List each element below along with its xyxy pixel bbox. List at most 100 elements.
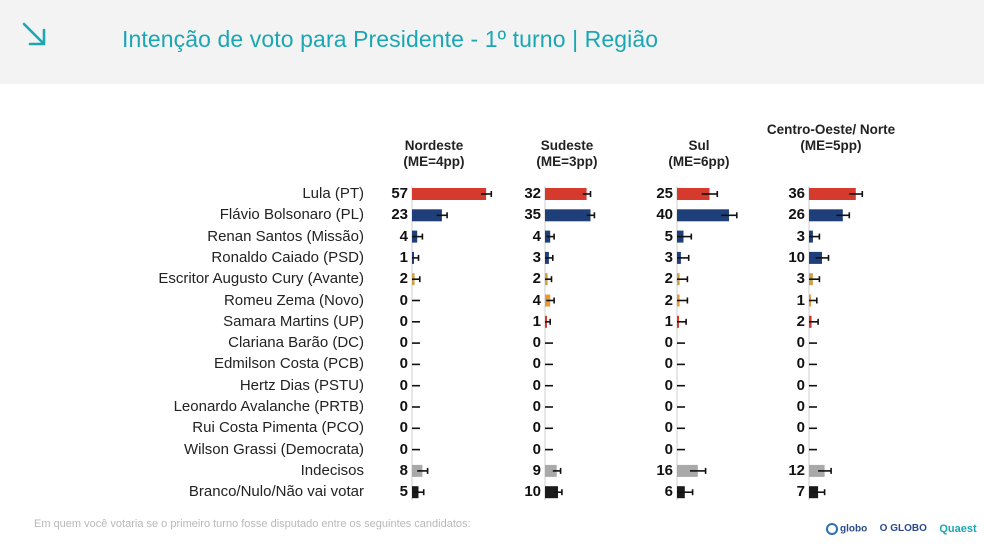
column-header: Centro-Oeste/ Norte (ME=5pp) bbox=[761, 122, 901, 154]
value-label: 23 bbox=[391, 206, 408, 224]
value-label: 1 bbox=[796, 291, 805, 309]
column-header: Sul (ME=6pp) bbox=[629, 138, 769, 170]
value-label: 0 bbox=[399, 398, 408, 415]
value-label: 0 bbox=[796, 376, 805, 394]
value-label: 26 bbox=[788, 206, 805, 224]
value-label: 3 bbox=[664, 248, 673, 266]
bar bbox=[809, 209, 843, 222]
value-label: 0 bbox=[664, 376, 673, 394]
value-label: 10 bbox=[788, 248, 805, 266]
value-label: 2 bbox=[664, 291, 673, 309]
bar bbox=[412, 188, 487, 200]
value-label: 0 bbox=[399, 419, 408, 437]
value-label: 0 bbox=[399, 440, 408, 458]
value-label: 10 bbox=[524, 483, 541, 501]
candidate-label: Escritor Augusto Cury (Avante) bbox=[158, 270, 364, 288]
candidate-label: Clariana Barão (DC) bbox=[228, 334, 364, 352]
value-label: 57 bbox=[391, 185, 408, 202]
region-name: Sudeste bbox=[540, 138, 594, 153]
region-name: Sul bbox=[688, 138, 710, 153]
candidate-label: Rui Costa Pimenta (PCO) bbox=[192, 419, 364, 437]
value-label: 0 bbox=[664, 398, 673, 415]
bar bbox=[545, 188, 587, 200]
bar bbox=[545, 464, 557, 477]
candidate-label: Indecisos bbox=[300, 461, 364, 479]
value-label: 0 bbox=[796, 419, 805, 437]
value-label: 2 bbox=[399, 270, 408, 288]
value-label: 0 bbox=[399, 291, 408, 309]
header-band bbox=[0, 0, 984, 84]
value-label: 0 bbox=[532, 376, 541, 394]
value-label: 1 bbox=[399, 248, 408, 266]
value-label: 0 bbox=[796, 355, 805, 373]
value-label: 35 bbox=[524, 206, 541, 224]
value-label: 0 bbox=[399, 376, 408, 394]
value-label: 0 bbox=[796, 334, 805, 352]
margin-of-error-label: (ME=3pp) bbox=[536, 154, 598, 169]
candidate-label: Flávio Bolsonaro (PL) bbox=[219, 206, 364, 224]
candidate-label: Leonardo Avalanche (PRTB) bbox=[173, 398, 364, 415]
value-label: 0 bbox=[532, 355, 541, 373]
value-label: 0 bbox=[532, 398, 541, 415]
value-label: 12 bbox=[788, 461, 805, 479]
value-label: 0 bbox=[532, 334, 541, 352]
region-name: Nordeste bbox=[404, 138, 464, 153]
candidate-label: Branco/Nulo/Não vai votar bbox=[188, 483, 364, 501]
value-label: 3 bbox=[796, 270, 805, 288]
candidate-label: Wilson Grassi (Democrata) bbox=[183, 440, 364, 458]
region-name: Centro-Oeste/ Norte bbox=[766, 122, 896, 137]
value-label: 25 bbox=[656, 185, 673, 202]
candidate-label: Ronaldo Caiado (PSD) bbox=[211, 248, 364, 266]
value-label: 40 bbox=[656, 206, 673, 224]
value-label: 2 bbox=[532, 270, 541, 288]
logo-o-globo: O GLOBO bbox=[879, 523, 927, 535]
value-label: 3 bbox=[532, 248, 541, 266]
value-label: 0 bbox=[664, 355, 673, 373]
arrow-down-right-icon bbox=[22, 22, 46, 46]
bar bbox=[677, 464, 698, 477]
value-label: 0 bbox=[664, 419, 673, 437]
candidate-label: Lula (PT) bbox=[302, 185, 364, 202]
bar bbox=[677, 209, 729, 222]
logo-quaest: Quaest bbox=[939, 522, 977, 535]
value-label: 8 bbox=[399, 461, 408, 479]
column-header: Sudeste (ME=3pp) bbox=[497, 138, 637, 170]
margin-of-error-label: (ME=5pp) bbox=[800, 138, 862, 153]
value-label: 3 bbox=[796, 227, 805, 245]
value-label: 0 bbox=[796, 398, 805, 415]
value-label: 2 bbox=[664, 270, 673, 288]
value-label: 7 bbox=[796, 483, 805, 501]
value-label: 0 bbox=[796, 440, 805, 458]
value-label: 0 bbox=[664, 334, 673, 352]
value-label: 0 bbox=[399, 334, 408, 352]
value-label: 0 bbox=[532, 419, 541, 437]
value-label: 36 bbox=[788, 185, 805, 202]
page-title: Intenção de voto para Presidente - 1º tu… bbox=[122, 26, 659, 52]
value-label: 4 bbox=[399, 227, 408, 245]
footnote: Em quem você votaria se o primeiro turno… bbox=[34, 518, 471, 530]
value-label: 1 bbox=[532, 312, 541, 330]
value-label: 0 bbox=[664, 440, 673, 458]
column-header: Nordeste (ME=4pp) bbox=[364, 138, 504, 170]
logo-globo: globo bbox=[826, 522, 867, 535]
bar bbox=[545, 209, 591, 222]
bar bbox=[412, 209, 442, 222]
candidate-label: Edmilson Costa (PCB) bbox=[213, 355, 364, 373]
footer-logos: globo O GLOBO Quaest bbox=[826, 520, 984, 542]
bar bbox=[809, 464, 825, 477]
value-label: 0 bbox=[399, 312, 408, 330]
value-label: 5 bbox=[664, 227, 673, 245]
value-label: 16 bbox=[656, 461, 673, 479]
candidate-label: Romeu Zema (Novo) bbox=[223, 291, 364, 309]
margin-of-error-label: (ME=4pp) bbox=[403, 154, 465, 169]
value-label: 2 bbox=[796, 312, 805, 330]
value-label: 4 bbox=[532, 291, 541, 309]
value-label: 6 bbox=[664, 483, 673, 501]
value-label: 5 bbox=[399, 483, 408, 501]
value-label: 0 bbox=[399, 355, 408, 373]
value-label: 32 bbox=[524, 185, 541, 202]
bar bbox=[545, 486, 558, 499]
globo-logo-icon bbox=[826, 522, 838, 535]
candidate-label: Hertz Dias (PSTU) bbox=[239, 376, 364, 394]
